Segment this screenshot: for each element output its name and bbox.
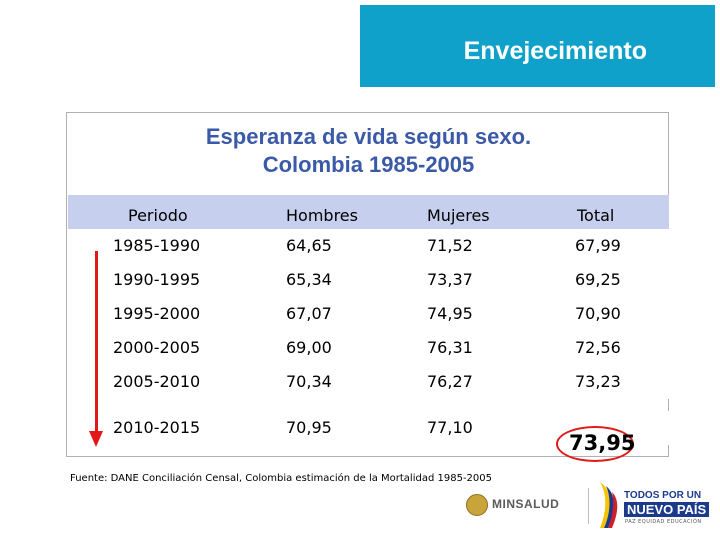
table-row: 1995-2000 67,07 74,95 70,90: [68, 297, 669, 331]
minsalud-logo: MINSALUD: [462, 488, 584, 522]
tpnp-line1: TODOS POR UN: [624, 490, 702, 501]
table-row: 2005-2010 70,34 76,27 73,23: [68, 365, 669, 399]
table-row: 2010-2015 70,95 77,10: [68, 411, 669, 445]
cell-periodo: 1985-1990: [113, 236, 201, 255]
header-mujeres: Mujeres: [427, 206, 490, 225]
cell-mujeres: 73,37: [427, 270, 473, 289]
header-title: Envejecimiento: [463, 37, 647, 65]
cell-hombres: 64,65: [286, 236, 332, 255]
header-total: Total: [577, 206, 615, 225]
cell-periodo: 2010-2015: [113, 418, 201, 437]
card-title: Esperanza de vida según sexo. Colombia 1…: [67, 123, 670, 179]
coat-of-arms-icon: [466, 494, 488, 516]
cell-hombres: 67,07: [286, 304, 332, 323]
logo-divider: [588, 488, 589, 524]
tpnp-line3: PAZ EQUIDAD EDUCACIÓN: [625, 519, 702, 525]
header-hombres: Hombres: [286, 206, 358, 225]
table-row: 1985-1990 64,65 71,52 67,99: [68, 229, 669, 263]
cell-periodo: 2000-2005: [113, 338, 201, 357]
cell-total: 72,56: [575, 338, 621, 357]
cell-mujeres: 71,52: [427, 236, 473, 255]
cell-mujeres: 76,31: [427, 338, 473, 357]
todos-por-un-nuevo-pais-logo: TODOS POR UN NUEVO PAÍS PAZ EQUIDAD EDUC…: [594, 478, 716, 536]
cell-mujeres: 77,10: [427, 418, 473, 437]
cell-mujeres: 76,27: [427, 372, 473, 391]
cell-total: 69,25: [575, 270, 621, 289]
cell-hombres: 65,34: [286, 270, 332, 289]
card-title-line2: Colombia 1985-2005: [262, 152, 475, 177]
cell-periodo: 1990-1995: [113, 270, 201, 289]
timeline-arrow-shaft: [95, 251, 98, 433]
cell-periodo: 1995-2000: [113, 304, 201, 323]
arrow-down-icon: [89, 431, 103, 447]
card-title-line1: Esperanza de vida según sexo.: [205, 124, 532, 149]
cell-hombres: 70,34: [286, 372, 332, 391]
source-footnote: Fuente: DANE Conciliación Censal, Colomb…: [70, 473, 493, 484]
cell-total: 73,23: [575, 372, 621, 391]
life-expectancy-card: Esperanza de vida según sexo. Colombia 1…: [66, 112, 670, 462]
highlight-circle: [556, 426, 634, 462]
table-row: 2000-2005 69,00 76,31 72,56: [68, 331, 669, 365]
header-banner: Envejecimiento: [360, 5, 715, 87]
cell-hombres: 70,95: [286, 418, 332, 437]
cell-hombres: 69,00: [286, 338, 332, 357]
table-header: Periodo Hombres Mujeres Total: [68, 195, 669, 229]
tpnp-line2: NUEVO PAÍS: [624, 502, 710, 517]
cell-total: 67,99: [575, 236, 621, 255]
header-periodo: Periodo: [128, 206, 188, 225]
table-row: 1990-1995 65,34 73,37 69,25: [68, 263, 669, 297]
cell-periodo: 2005-2010: [113, 372, 201, 391]
cell-total: 70,90: [575, 304, 621, 323]
flag-swoosh-icon: [600, 482, 618, 528]
highlighted-total: 73,95: [569, 431, 636, 455]
minsalud-label: MINSALUD: [492, 497, 560, 511]
cell-mujeres: 74,95: [427, 304, 473, 323]
